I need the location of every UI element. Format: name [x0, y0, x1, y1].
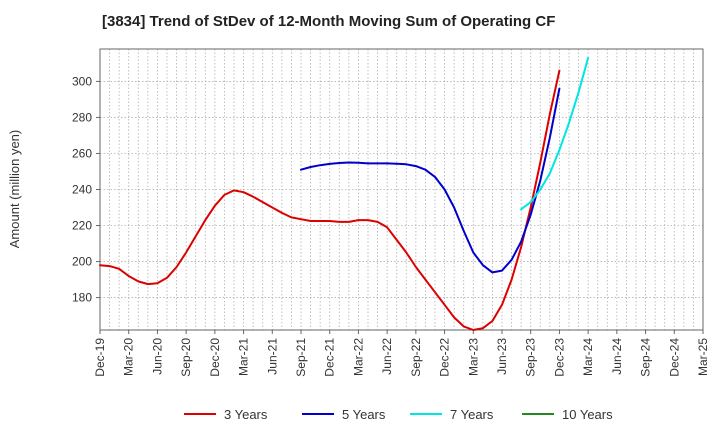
- x-axis-ticks: Dec-19 Mar-20 Jun-20 Sep-20 Dec-20 Mar-21 Jun-…: [93, 330, 710, 377]
- x-tick-label: Jun-23: [495, 338, 509, 375]
- legend-label: 7 Years: [450, 407, 494, 422]
- x-tick-label: Dec-24: [667, 338, 681, 377]
- y-tick-label: 240: [72, 183, 92, 197]
- series-line-5-years: [300, 87, 561, 274]
- x-tick-label: Dec-19: [93, 338, 107, 377]
- y-axis-ticks: 180 200 220 240 260 280 300: [72, 74, 100, 305]
- x-tick-label: Sep-24: [639, 338, 653, 377]
- x-tick-label: Mar-25: [696, 338, 710, 376]
- x-tick-label: Jun-24: [610, 338, 624, 375]
- series-lines: [99, 57, 590, 331]
- legend: 3 Years 5 Years 7 Years 10 Years: [184, 407, 613, 422]
- x-tick-label: Mar-23: [466, 338, 480, 376]
- x-tick-label: Sep-23: [524, 338, 538, 377]
- x-tick-label: Mar-21: [237, 338, 251, 376]
- legend-label: 10 Years: [562, 407, 613, 422]
- x-tick-label: Sep-21: [294, 338, 308, 377]
- x-tick-label: Jun-20: [150, 338, 164, 375]
- x-tick-label: Mar-22: [351, 338, 365, 376]
- x-tick-label: Dec-22: [438, 338, 452, 377]
- y-tick-label: 180: [72, 291, 92, 305]
- x-tick-label: Jun-22: [380, 338, 394, 375]
- legend-label: 3 Years: [224, 407, 268, 422]
- x-tick-label: Jun-21: [265, 338, 279, 375]
- y-tick-label: 220: [72, 219, 92, 233]
- x-tick-label: Dec-23: [552, 338, 566, 377]
- x-tick-label: Mar-24: [581, 338, 595, 376]
- y-tick-label: 280: [72, 110, 92, 124]
- y-tick-label: 300: [72, 74, 92, 88]
- series-line-7-years: [520, 57, 590, 211]
- legend-label: 5 Years: [342, 407, 386, 422]
- x-tick-label: Sep-20: [179, 338, 193, 377]
- x-tick-label: Dec-21: [323, 338, 337, 377]
- x-tick-label: Sep-22: [409, 338, 423, 377]
- x-tick-label: Mar-20: [122, 338, 136, 376]
- y-axis-label: Amount (million yen): [7, 130, 22, 249]
- y-tick-label: 260: [72, 146, 92, 160]
- x-tick-label: Dec-20: [208, 338, 222, 377]
- y-tick-label: 200: [72, 255, 92, 269]
- series-line-3-years: [99, 69, 561, 331]
- chart-title: [3834] Trend of StDev of 12-Month Moving…: [102, 13, 556, 30]
